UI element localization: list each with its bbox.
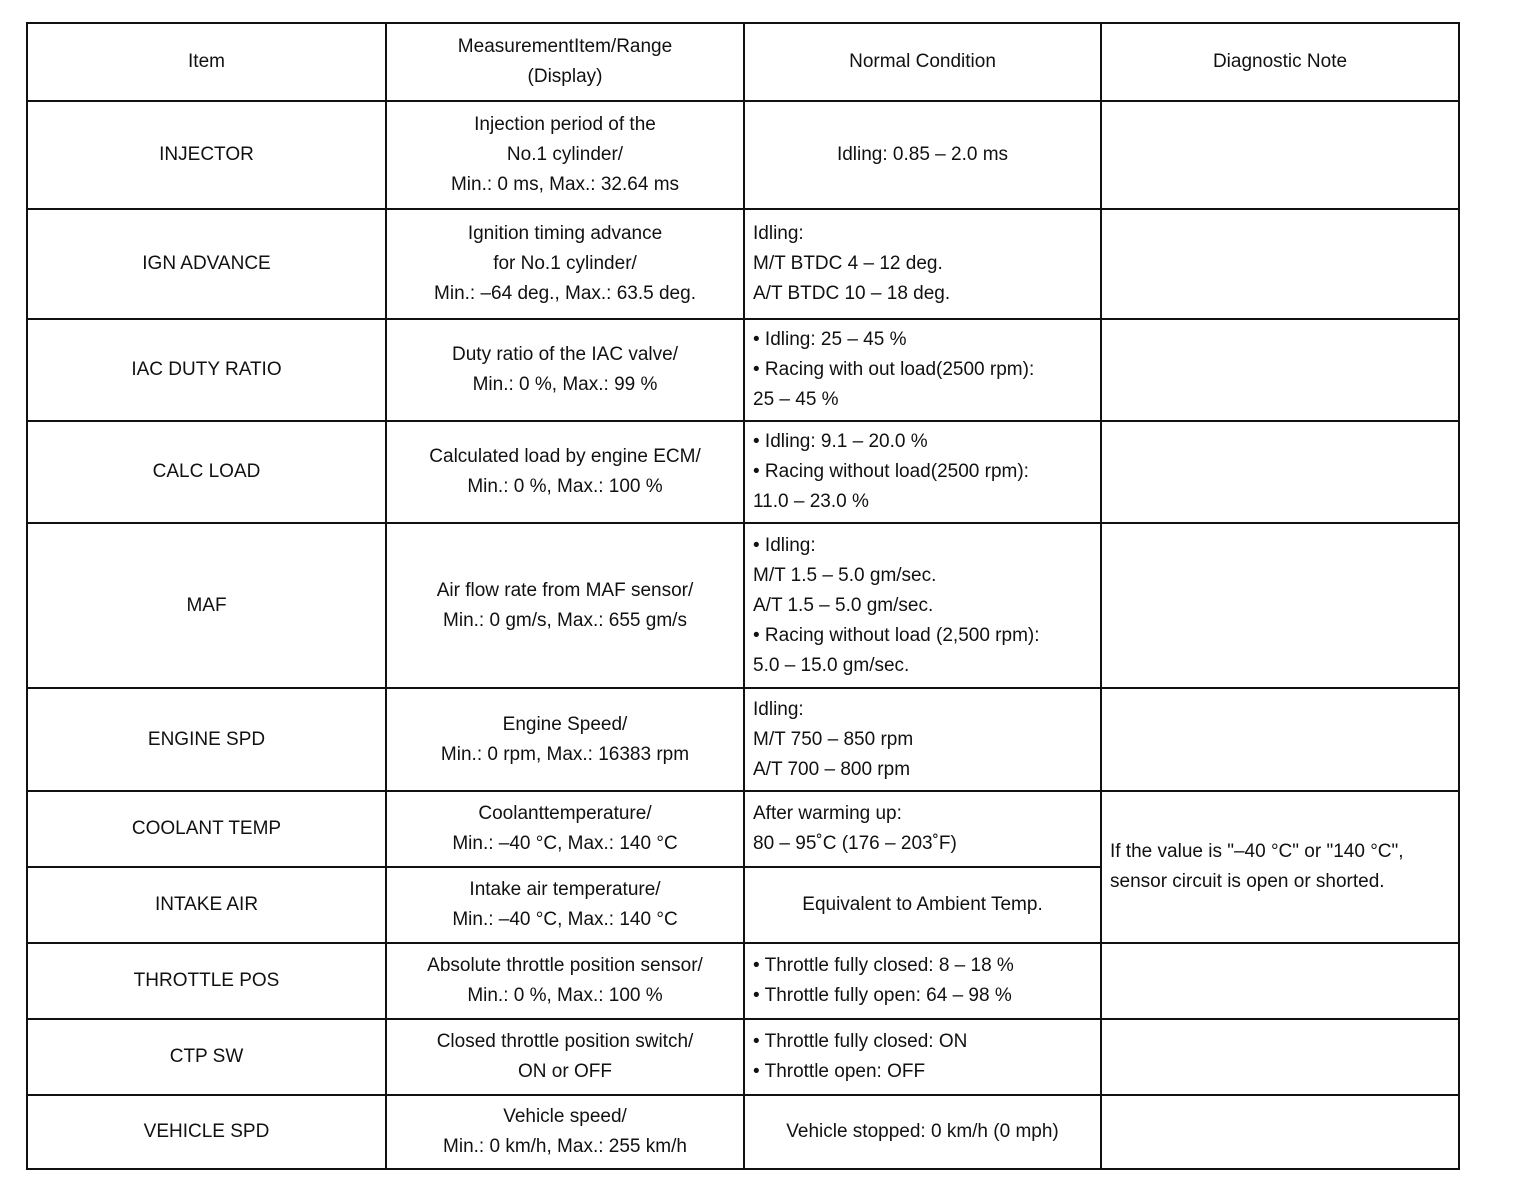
header-range: MeasurementItem/Range (Display) — [385, 22, 745, 102]
normal-cell: Idling: 0.85 – 2.0 ms — [743, 100, 1102, 210]
table-row: INTAKE AIR Intake air temperature/ Min.:… — [26, 866, 1459, 944]
table-row: ENGINE SPD Engine Speed/ Min.: 0 rpm, Ma… — [26, 687, 1460, 792]
table-row: CALC LOAD Calculated load by engine ECM/… — [26, 420, 1460, 524]
header-normal: Normal Condition — [743, 22, 1102, 102]
table-row: IAC DUTY RATIO Duty ratio of the IAC val… — [26, 318, 1460, 422]
item-cell: INTAKE AIR — [26, 866, 387, 944]
table-row: CTP SW Closed throttle position switch/ … — [26, 1018, 1460, 1096]
normal-cell: Equivalent to Ambient Temp. — [743, 866, 1102, 944]
normal-cell: After warming up: 80 – 95˚C (176 – 203˚F… — [743, 790, 1102, 868]
range-cell: Absolute throttle position sensor/ Min.:… — [385, 942, 745, 1020]
range-cell: Intake air temperature/ Min.: –40 °C, Ma… — [385, 866, 745, 944]
item-cell: COOLANT TEMP — [26, 790, 387, 868]
table-row: VEHICLE SPD Vehicle speed/ Min.: 0 km/h,… — [26, 1094, 1460, 1170]
table-row: MAF Air flow rate from MAF sensor/ Min.:… — [26, 522, 1460, 689]
header-row: Item MeasurementItem/Range (Display) Nor… — [26, 22, 1460, 102]
range-cell: Closed throttle position switch/ ON or O… — [385, 1018, 745, 1096]
note-cell — [1100, 318, 1460, 422]
normal-cell: • Idling: 25 – 45 % • Racing with out lo… — [743, 318, 1102, 422]
item-cell: MAF — [26, 522, 387, 689]
range-cell: Duty ratio of the IAC valve/ Min.: 0 %, … — [385, 318, 745, 422]
range-cell: Injection period of the No.1 cylinder/ M… — [385, 100, 745, 210]
item-cell: VEHICLE SPD — [26, 1094, 387, 1170]
table-row: IGN ADVANCE Ignition timing advance for … — [26, 208, 1460, 320]
range-cell: Coolanttemperature/ Min.: –40 °C, Max.: … — [385, 790, 745, 868]
normal-cell: Vehicle stopped: 0 km/h (0 mph) — [743, 1094, 1102, 1170]
range-cell: Ignition timing advance for No.1 cylinde… — [385, 208, 745, 320]
header-note: Diagnostic Note — [1100, 22, 1460, 102]
table-row: INJECTOR Injection period of the No.1 cy… — [26, 100, 1460, 210]
note-cell — [1100, 687, 1460, 792]
normal-cell: • Idling: M/T 1.5 – 5.0 gm/sec. A/T 1.5 … — [743, 522, 1102, 689]
item-cell: IGN ADVANCE — [26, 208, 387, 320]
header-item: Item — [26, 22, 387, 102]
note-cell — [1100, 420, 1460, 524]
normal-cell: Idling: M/T BTDC 4 – 12 deg. A/T BTDC 10… — [743, 208, 1102, 320]
normal-cell: • Idling: 9.1 – 20.0 % • Racing without … — [743, 420, 1102, 524]
note-cell — [1100, 1094, 1460, 1170]
note-cell: If the value is "–40 °C" or "140 °C", se… — [1100, 790, 1460, 944]
item-cell: THROTTLE POS — [26, 942, 387, 1020]
range-cell: Calculated load by engine ECM/ Min.: 0 %… — [385, 420, 745, 524]
note-cell — [1100, 208, 1460, 320]
item-cell: IAC DUTY RATIO — [26, 318, 387, 422]
table-row: COOLANT TEMP Coolanttemperature/ Min.: –… — [26, 790, 1460, 944]
data-list-table: Item MeasurementItem/Range (Display) Nor… — [26, 22, 1460, 1170]
normal-cell: Idling: M/T 750 – 850 rpm A/T 700 – 800 … — [743, 687, 1102, 792]
note-cell — [1100, 942, 1460, 1020]
note-cell — [1100, 100, 1460, 210]
normal-cell: • Throttle fully closed: 8 – 18 % • Thro… — [743, 942, 1102, 1020]
range-cell: Air flow rate from MAF sensor/ Min.: 0 g… — [385, 522, 745, 689]
normal-cell: • Throttle fully closed: ON • Throttle o… — [743, 1018, 1102, 1096]
note-cell — [1100, 1018, 1460, 1096]
item-cell: INJECTOR — [26, 100, 387, 210]
note-cell — [1100, 522, 1460, 689]
range-cell: Vehicle speed/ Min.: 0 km/h, Max.: 255 k… — [385, 1094, 745, 1170]
item-cell: CTP SW — [26, 1018, 387, 1096]
range-cell: Engine Speed/ Min.: 0 rpm, Max.: 16383 r… — [385, 687, 745, 792]
item-cell: CALC LOAD — [26, 420, 387, 524]
item-cell: ENGINE SPD — [26, 687, 387, 792]
table-row: THROTTLE POS Absolute throttle position … — [26, 942, 1460, 1020]
